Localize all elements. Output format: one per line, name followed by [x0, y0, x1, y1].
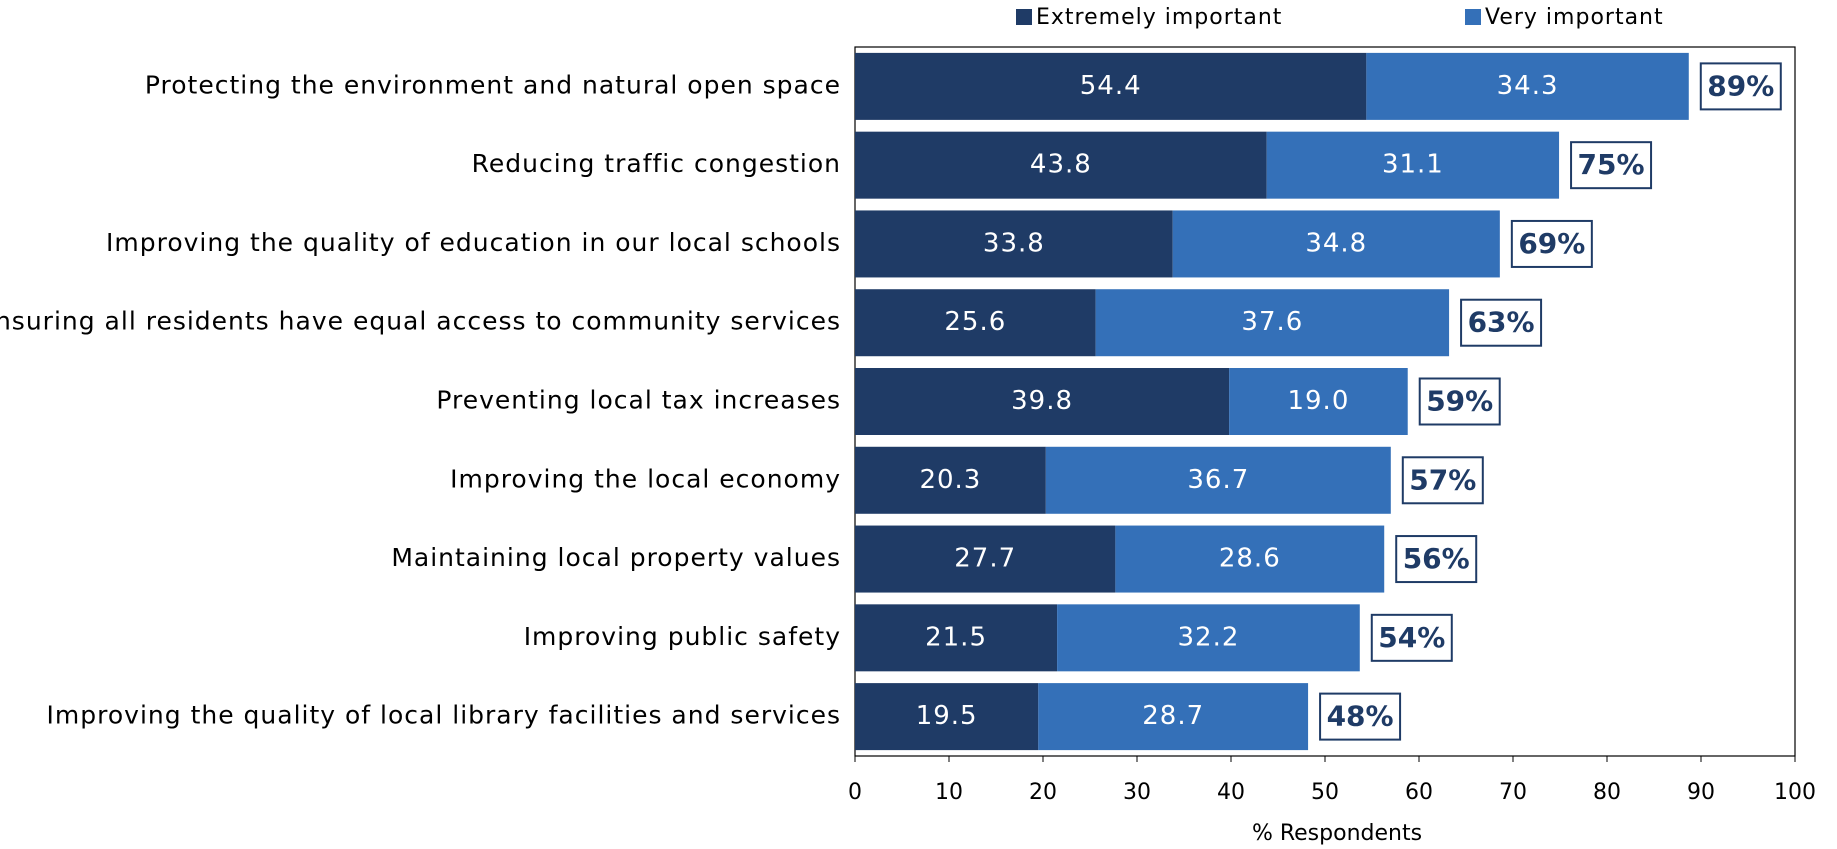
- y-tick-label: Protecting the environment and natural o…: [145, 70, 841, 99]
- total-label: 54%: [1378, 621, 1445, 654]
- value-label: 36.7: [1187, 465, 1249, 495]
- bar-segment: [1057, 604, 1360, 672]
- x-tick-label: 30: [1123, 780, 1151, 805]
- value-label: 25.6: [944, 307, 1006, 337]
- value-label: 28.7: [1142, 701, 1204, 731]
- bar-segment: [855, 683, 1039, 751]
- value-label: 28.6: [1219, 544, 1281, 574]
- value-label: 54.4: [1080, 71, 1142, 101]
- x-tick-label: 20: [1029, 780, 1057, 805]
- x-tick-label: 90: [1687, 780, 1715, 805]
- x-tick-label: 80: [1593, 780, 1621, 805]
- bar-segment: [855, 131, 1267, 199]
- bar-segment: [1172, 210, 1500, 278]
- legend-swatch: [1465, 9, 1481, 25]
- value-label: 34.3: [1497, 71, 1559, 101]
- bar-segment: [1229, 368, 1408, 435]
- x-tick-label: 50: [1311, 780, 1339, 805]
- total-label: 75%: [1578, 148, 1645, 181]
- bar-segment: [855, 525, 1116, 593]
- total-label: 48%: [1327, 700, 1394, 733]
- value-label: 39.8: [1011, 386, 1073, 416]
- value-label: 19.0: [1287, 386, 1349, 416]
- total-label: 59%: [1426, 385, 1493, 418]
- x-tick-label: 10: [935, 780, 963, 805]
- value-label: 43.8: [1030, 150, 1092, 180]
- bar-segment: [1115, 525, 1385, 593]
- y-tick-label: Ensuring all residents have equal access…: [0, 307, 841, 336]
- total-label: 57%: [1409, 463, 1476, 496]
- total-box: [1510, 219, 1593, 268]
- total-label: 89%: [1707, 69, 1774, 102]
- bar-segment: [1366, 52, 1689, 120]
- total-box: [1401, 456, 1484, 505]
- total-box: [1418, 377, 1501, 426]
- y-tick-label: Preventing local tax increases: [436, 386, 841, 415]
- total-label: 69%: [1518, 227, 1585, 260]
- total-box: [1395, 535, 1478, 584]
- total-box: [1460, 298, 1543, 347]
- total-box: [1370, 613, 1453, 662]
- bar-segment: [855, 446, 1046, 514]
- x-tick-label: 60: [1405, 780, 1433, 805]
- bar-segment: [1095, 289, 1450, 357]
- x-tick-label: 40: [1217, 780, 1245, 805]
- value-label: 31.1: [1382, 150, 1444, 180]
- x-tick-label: 70: [1499, 780, 1527, 805]
- bar-segment: [855, 52, 1367, 120]
- bar-segment: [1038, 683, 1309, 751]
- total-label: 63%: [1468, 306, 1535, 339]
- value-label: 33.8: [983, 228, 1045, 258]
- bar-segment: [855, 604, 1058, 672]
- total-box: [1699, 62, 1782, 111]
- value-label: 27.7: [954, 544, 1016, 574]
- value-label: 21.5: [925, 622, 987, 652]
- x-tick-label: 0: [848, 780, 862, 805]
- total-box: [1319, 692, 1402, 741]
- value-label: 34.8: [1305, 228, 1367, 258]
- legend-label: Extremely important: [1036, 5, 1282, 30]
- y-tick-label: Improving the local economy: [450, 464, 841, 493]
- legend-label: Very important: [1485, 5, 1664, 30]
- bar-segment: [855, 210, 1173, 278]
- bar-segment: [855, 368, 1230, 435]
- legend-swatch: [1016, 9, 1032, 25]
- value-label: 19.5: [916, 701, 978, 731]
- y-tick-label: Maintaining local property values: [391, 543, 841, 572]
- bar-segment: [1266, 131, 1560, 199]
- value-label: 20.3: [919, 465, 981, 495]
- y-tick-label: Improving the quality of local library f…: [47, 701, 841, 730]
- y-tick-label: Reducing traffic congestion: [472, 149, 841, 178]
- total-label: 56%: [1403, 542, 1470, 575]
- y-tick-label: Improving the quality of education in ou…: [106, 228, 841, 257]
- x-axis-title: % Respondents: [1252, 821, 1422, 846]
- bar-segment: [1045, 446, 1391, 514]
- y-tick-label: Improving public safety: [524, 622, 841, 651]
- value-label: 32.2: [1177, 622, 1239, 652]
- x-tick-label: 100: [1774, 780, 1816, 805]
- bar-segment: [855, 289, 1096, 357]
- total-box: [1570, 141, 1653, 190]
- value-label: 37.6: [1241, 307, 1303, 337]
